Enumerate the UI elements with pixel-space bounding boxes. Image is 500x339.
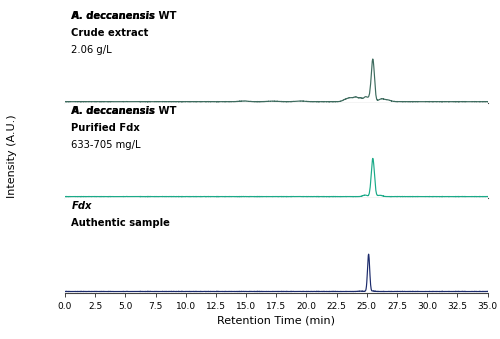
- Text: Authentic sample: Authentic sample: [72, 218, 170, 228]
- Text: Purified Fdx: Purified Fdx: [72, 123, 140, 133]
- Text: 2.06 g/L: 2.06 g/L: [72, 45, 112, 56]
- Text: A. deccanensis: A. deccanensis: [72, 106, 155, 116]
- Text: A. deccanensis: A. deccanensis: [72, 11, 155, 21]
- X-axis label: Retention Time (min): Retention Time (min): [217, 315, 335, 325]
- Text: 633-705 mg/L: 633-705 mg/L: [72, 140, 141, 151]
- Text: A. deccanensis WT: A. deccanensis WT: [72, 11, 177, 21]
- Text: Crude extract: Crude extract: [72, 28, 148, 38]
- Text: Fdx: Fdx: [72, 201, 92, 211]
- Text: Intensity (A.U.): Intensity (A.U.): [8, 114, 18, 198]
- Text: A. deccanensis WT: A. deccanensis WT: [72, 106, 177, 116]
